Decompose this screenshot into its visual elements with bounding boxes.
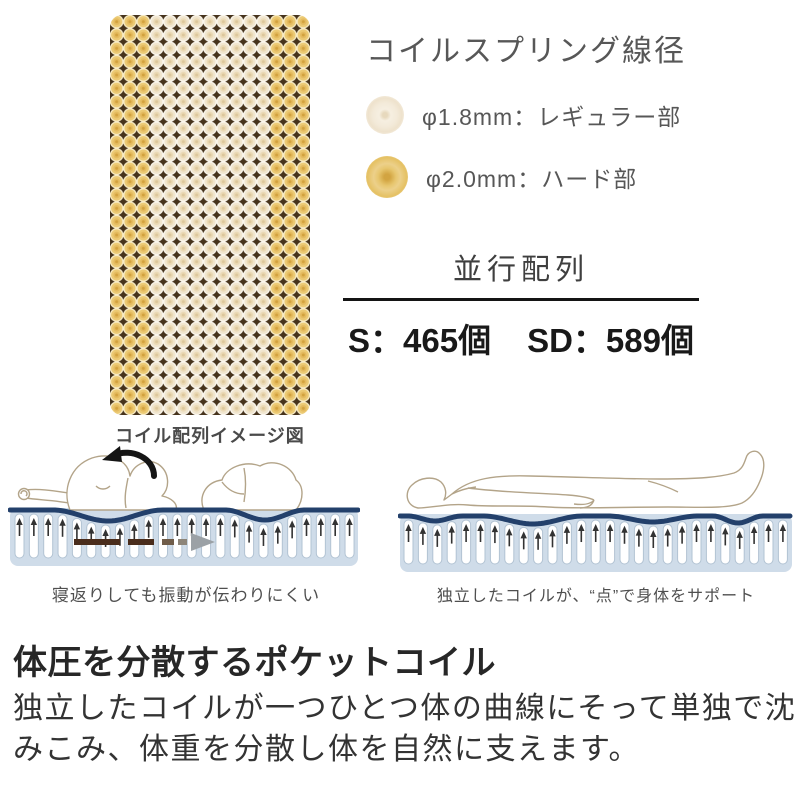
description-body: 独立したコイルが一つひとつ体の曲線にそって単独で沈 みこみ、体重を分散し体を自然… — [13, 688, 796, 770]
coil-counts: S：465個 SD：589個 — [343, 314, 699, 362]
coil-spec-title: コイルスプリング線径 — [366, 35, 686, 68]
count-single: S：465個 — [348, 322, 492, 359]
legend-item-regular: φ1.8mm：レギュラー部 — [366, 96, 766, 134]
vibration-caption: 寝返りしても振動が伝わりにくい — [51, 586, 321, 605]
arrangement-block: 並行配列 S：465個 SD：589個 — [343, 246, 699, 362]
description-line-2: みこみ、体重を分散し体を自然に支えます。 — [13, 733, 640, 766]
rotate-arrow-icon — [102, 446, 157, 479]
vibration-illustration — [8, 446, 360, 566]
count-semidouble: SD：589個 — [527, 322, 694, 359]
hard-coil-label: φ2.0mm：ハード部 — [426, 166, 638, 192]
sleeping-person-turning-sketch — [17, 446, 303, 511]
coil-spec-block: コイルスプリング線径 φ1.8mm：レギュラー部 φ2.0mm：ハード部 — [366, 26, 766, 220]
coil-grid-bands — [110, 15, 310, 415]
regular-coil-icon — [366, 96, 404, 134]
point-support-caption: 独立したコイルが、“点”で身体をサポート — [436, 588, 756, 605]
description-line-1: 独立したコイルが一つひとつ体の曲線にそって単独で沈 — [13, 692, 797, 725]
description-heading: 体圧を分散するポケットコイル — [13, 644, 496, 682]
arrangement-divider — [343, 298, 699, 301]
point-support-illustration — [398, 450, 793, 572]
lying-person-sketch — [406, 450, 765, 509]
coil-diagram-caption: コイル配列イメージ図 — [115, 426, 305, 446]
arrangement-title: 並行配列 — [452, 254, 589, 286]
coil-arrangement-diagram — [110, 15, 310, 415]
regular-coil-label: φ1.8mm：レギュラー部 — [422, 104, 682, 130]
hard-coil-icon — [366, 156, 408, 198]
legend-item-hard: φ2.0mm：ハード部 — [366, 156, 766, 198]
